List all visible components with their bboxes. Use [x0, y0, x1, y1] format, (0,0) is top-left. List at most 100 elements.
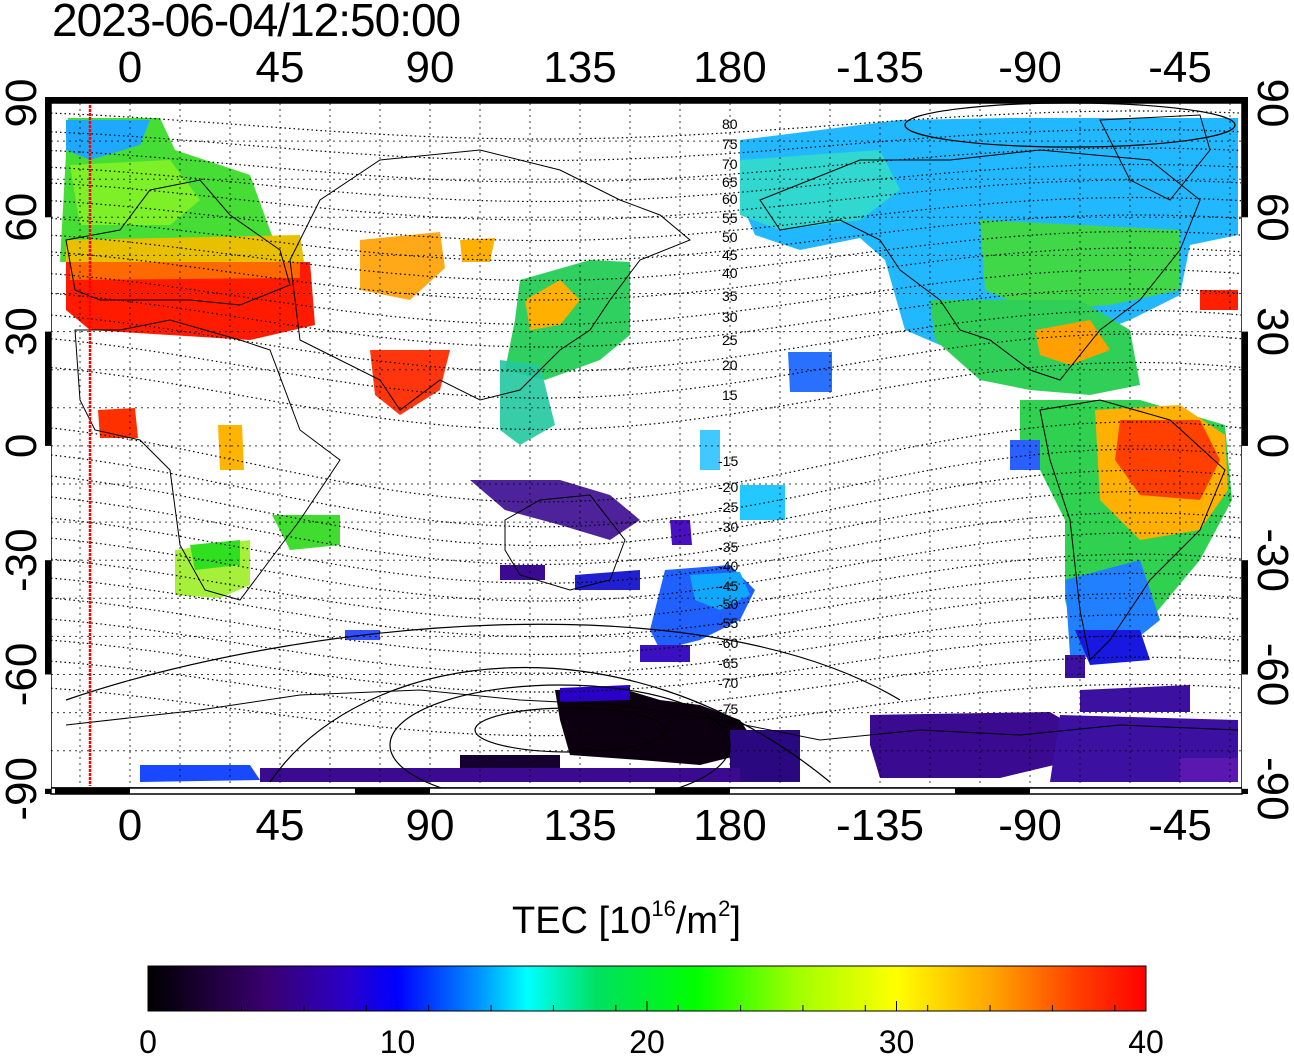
lat-tick-right: -90 [1248, 757, 1294, 821]
contour-label: 35 [722, 288, 738, 304]
border-tick-right [1242, 445, 1248, 561]
contour-label: 50 [722, 229, 738, 245]
colorbar-tick-label: 10 [380, 1024, 416, 1057]
lat-tick-left: 30 [0, 307, 46, 356]
contour-label: -25 [718, 499, 738, 515]
lon-tick-bottom: 45 [256, 801, 305, 850]
contour-label: 80 [722, 116, 738, 132]
lat-tick-right: 30 [1248, 307, 1294, 356]
lat-tick-right: 90 [1248, 79, 1294, 128]
contour-line-north [51, 110, 1242, 140]
border-tick-bottom [55, 788, 130, 794]
colorbar-tick-label: 20 [629, 1024, 665, 1057]
colorbar-tick-label: 0 [139, 1024, 157, 1057]
contour-label: 70 [722, 156, 738, 172]
lat-tick-right: -60 [1248, 643, 1294, 707]
lon-tick-top: 135 [543, 43, 616, 92]
colorbar-tick-label: 40 [1128, 1024, 1164, 1057]
lon-tick-top: 180 [693, 43, 766, 92]
colorbar: 0 10 20 30 40 [139, 965, 1164, 1057]
lon-tick-top: -45 [1148, 43, 1212, 92]
colorbar-tick-label: 30 [879, 1024, 915, 1057]
contour-line-south [51, 553, 1242, 621]
colorbar-ticks: 0 10 20 30 40 [139, 1001, 1164, 1057]
solid-magnetic-contours [65, 103, 1236, 788]
contour-line-south [51, 448, 1242, 528]
lat-tick-left: 90 [0, 79, 46, 128]
contour-label: 25 [722, 332, 738, 348]
contour-line-south [51, 421, 1242, 503]
contour-line-north [51, 214, 1242, 262]
contour-label: -70 [718, 675, 738, 691]
lat-tick-left: 0 [0, 434, 46, 458]
colorbar-title-main: TEC [10 [512, 900, 652, 942]
border-tick-left [45, 445, 51, 561]
border-tick-right [1242, 674, 1248, 789]
lon-tick-bottom: 90 [406, 801, 455, 850]
lat-tick-left: -30 [0, 528, 46, 592]
lat-tick-left: -90 [0, 757, 46, 821]
border-tick-bottom [655, 788, 730, 794]
contour-line-north [51, 361, 1242, 431]
graticule-grid [51, 103, 1242, 788]
contour-label: -20 [718, 479, 738, 495]
lon-tick-top: -90 [998, 43, 1062, 92]
contour-line-north [51, 128, 1242, 162]
contour-line-south [51, 614, 1242, 674]
colorbar-title-unit: /m [675, 900, 719, 942]
border-tick-left [45, 674, 51, 789]
contour-line-north [51, 147, 1242, 183]
contour-label: 15 [722, 387, 738, 403]
left-border-bar [45, 97, 51, 794]
colorbar-title-close: ] [730, 900, 741, 942]
contour-label: -55 [718, 615, 738, 631]
contour-line-north [51, 179, 1242, 221]
contour-label: 30 [722, 309, 738, 325]
lat-tick-right: 60 [1248, 193, 1294, 242]
lat-tick-left: -60 [0, 643, 46, 707]
contour-label: -15 [718, 453, 738, 469]
lon-tick-top: -135 [836, 43, 924, 92]
lat-tick-right: 0 [1248, 434, 1294, 458]
colorbar-title-exponent2: 2 [718, 896, 731, 921]
lon-tick-top: 45 [256, 43, 305, 92]
timestamp-title: 2023-06-04/12:50:00 [52, 0, 461, 46]
colorbar-title-exponent: 16 [651, 896, 676, 921]
lon-tick-bottom: 135 [543, 801, 616, 850]
contour-line-north [51, 309, 1242, 373]
bottom-border-bar [50, 787, 1243, 795]
top-border-bar [51, 97, 1242, 103]
contour-label: -40 [718, 558, 738, 574]
border-tick-left [45, 217, 51, 332]
contour-label: 40 [722, 265, 738, 281]
contour-line-north [51, 163, 1242, 203]
contour-label: 75 [722, 136, 738, 152]
contour-label: -45 [718, 578, 738, 594]
contour-label: 45 [722, 247, 738, 263]
coastlines [65, 114, 1239, 741]
border-tick-bottom [955, 788, 1030, 794]
contour-label: 20 [722, 357, 738, 373]
magnetic-latitude-contours [51, 110, 1242, 737]
right-border-bar [1242, 97, 1248, 794]
border-tick-bottom [355, 788, 430, 794]
axis-labels: 0 45 90 135 180 -135 -90 -450 45 90 135 180 -135 -90-… [0, 43, 1294, 850]
lon-tick-bottom: 0 [118, 801, 142, 850]
border-tick-right [1242, 217, 1248, 332]
lon-tick-top: 90 [406, 43, 455, 92]
contour-label: 65 [722, 174, 738, 190]
contour-label: -30 [718, 519, 738, 535]
contour-label: 55 [722, 210, 738, 226]
contour-label: -50 [718, 596, 738, 612]
lon-tick-top: 0 [118, 43, 142, 92]
lat-tick-left: 60 [0, 193, 46, 242]
lon-tick-bottom: 180 [693, 801, 766, 850]
contour-line-north [51, 333, 1242, 399]
lon-tick-bottom: -90 [998, 801, 1062, 850]
contour-label: -60 [718, 635, 738, 651]
contour-line-south [51, 593, 1242, 655]
lat-tick-right: -30 [1248, 528, 1294, 592]
contour-label: -35 [718, 539, 738, 555]
